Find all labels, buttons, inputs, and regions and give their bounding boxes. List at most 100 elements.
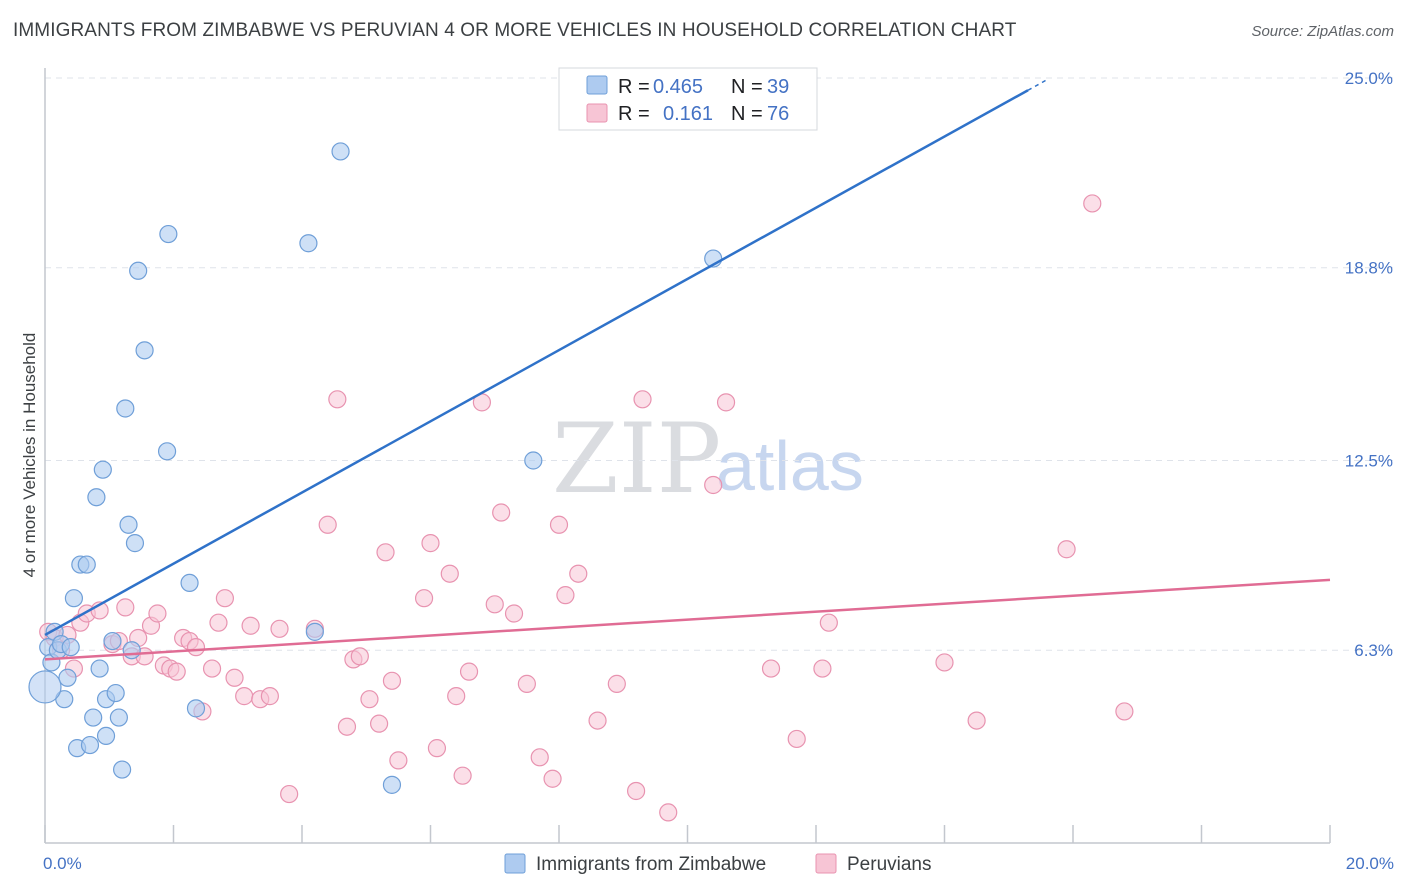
point-peruvians-57 [543,769,562,788]
legend-r-value-peruvians: 0.161 [663,103,713,125]
point-zimbabwe-23 [116,399,135,418]
point-zimbabwe-32 [186,699,206,718]
y-tick-label-3: 25.0% [1345,69,1393,88]
point-peruvians-73 [967,711,986,730]
point-peruvians-58 [549,515,569,534]
point-peruvians-68 [761,659,781,678]
point-zimbabwe-36 [382,775,402,794]
point-zimbabwe-27 [129,261,148,280]
point-zimbabwe-19 [103,631,122,651]
axes [44,68,1331,844]
point-peruvians-71 [819,613,838,632]
point-peruvians-43 [389,751,408,770]
point-peruvians-56 [530,748,549,767]
legend-swatch-peruvians [586,103,608,123]
point-peruvians-69 [787,729,806,749]
x-tick-label-max: 20.0% [1346,854,1394,873]
point-peruvians-52 [485,595,504,614]
point-peruvians-27 [235,687,254,706]
series-zimbabwe-points [28,142,723,794]
point-peruvians-18 [167,662,186,681]
point-peruvians-61 [588,711,607,730]
point-peruvians-32 [280,784,299,804]
point-peruvians-24 [209,613,228,632]
point-peruvians-59 [556,586,575,605]
point-peruvians-40 [370,714,389,733]
y-axis-title: 4 or more Vehicles in Household [20,333,39,578]
point-zimbabwe-33 [299,234,318,253]
point-peruvians-75 [1083,194,1102,213]
y-tick-labels: 6.3% 12.5% 18.8% 25.0% [1345,69,1393,660]
point-zimbabwe-18 [96,726,116,746]
point-peruvians-60 [569,564,588,583]
legend-bottom-label-zimbabwe: Immigrants from Zimbabwe [536,854,766,875]
point-zimbabwe-20 [106,683,125,703]
point-peruvians-34 [318,515,337,534]
legend-bottom-label-peruvians: Peruvians [847,854,932,875]
source-label: Source: ZipAtlas.com [1251,23,1394,40]
legend-n-value-zimbabwe: 39 [767,76,789,98]
legend-swatch-zimbabwe [586,75,608,95]
point-peruvians-66 [704,475,723,495]
trend-line-zimbabwe-extension [1027,78,1048,91]
point-peruvians-64 [633,390,652,409]
gridlines [45,77,1394,651]
point-peruvians-53 [492,503,511,522]
point-peruvians-62 [607,674,626,693]
point-peruvians-23 [202,659,222,678]
point-peruvians-26 [225,668,244,687]
legend-n-label-zimbabwe: N = [731,76,763,98]
point-peruvians-28 [241,616,260,635]
point-zimbabwe-26 [125,534,145,553]
legend-n-label-peruvians: N = [731,103,763,125]
point-peruvians-65 [659,803,678,822]
point-peruvians-63 [626,781,646,801]
point-zimbabwe-34 [305,622,324,641]
y-tick-label-0: 6.3% [1354,641,1393,660]
point-zimbabwe-14 [87,488,106,507]
point-zimbabwe-31 [180,573,199,593]
point-zimbabwe-21 [109,708,128,727]
legend-bottom: Immigrants from Zimbabwe Peruvians [504,853,932,875]
point-peruvians-31 [270,619,289,638]
legend-bottom-swatch-zimbabwe [504,853,526,874]
point-peruvians-46 [427,739,447,758]
point-peruvians-45 [421,534,440,553]
point-peruvians-50 [459,662,479,681]
legend-r-label-zimbabwe: R = [618,76,650,98]
legend-r-value-zimbabwe: 0.465 [653,76,703,98]
legend-bottom-swatch-peruvians [815,853,837,874]
trend-line-zimbabwe [44,89,1029,637]
point-zimbabwe-29 [157,442,177,461]
point-zimbabwe-16 [93,460,112,479]
point-zimbabwe-28 [135,341,154,360]
point-zimbabwe-24 [119,515,138,534]
point-peruvians-72 [935,653,954,672]
legend-r-label-peruvians: R = [618,103,650,125]
point-zimbabwe-25 [122,641,141,660]
point-zimbabwe-11 [77,555,96,574]
point-zimbabwe-12 [80,735,100,755]
point-zimbabwe-22 [112,760,132,779]
point-peruvians-47 [440,564,459,583]
point-peruvians-30 [260,687,279,706]
point-peruvians-48 [447,687,466,706]
watermark-zip: ZIP [552,403,721,515]
point-peruvians-44 [414,589,434,608]
trend-line-peruvians [44,578,1331,661]
point-peruvians-21 [186,638,206,657]
chart-title: IMMIGRANTS FROM ZIMBABWE VS PERUVIAN 4 O… [13,20,1017,41]
point-peruvians-70 [813,659,832,678]
trend-lines [44,78,1331,661]
point-zimbabwe-7 [61,638,80,657]
point-peruvians-15 [148,604,167,623]
watermark: ZIP atlas [552,403,864,515]
point-zimbabwe-30 [159,224,178,244]
point-peruvians-54 [504,604,524,623]
point-peruvians-42 [382,671,402,690]
point-peruvians-10 [116,598,135,617]
point-zimbabwe-37 [524,451,543,470]
point-zimbabwe-6 [58,668,77,687]
legend-n-value-peruvians: 76 [767,103,789,125]
